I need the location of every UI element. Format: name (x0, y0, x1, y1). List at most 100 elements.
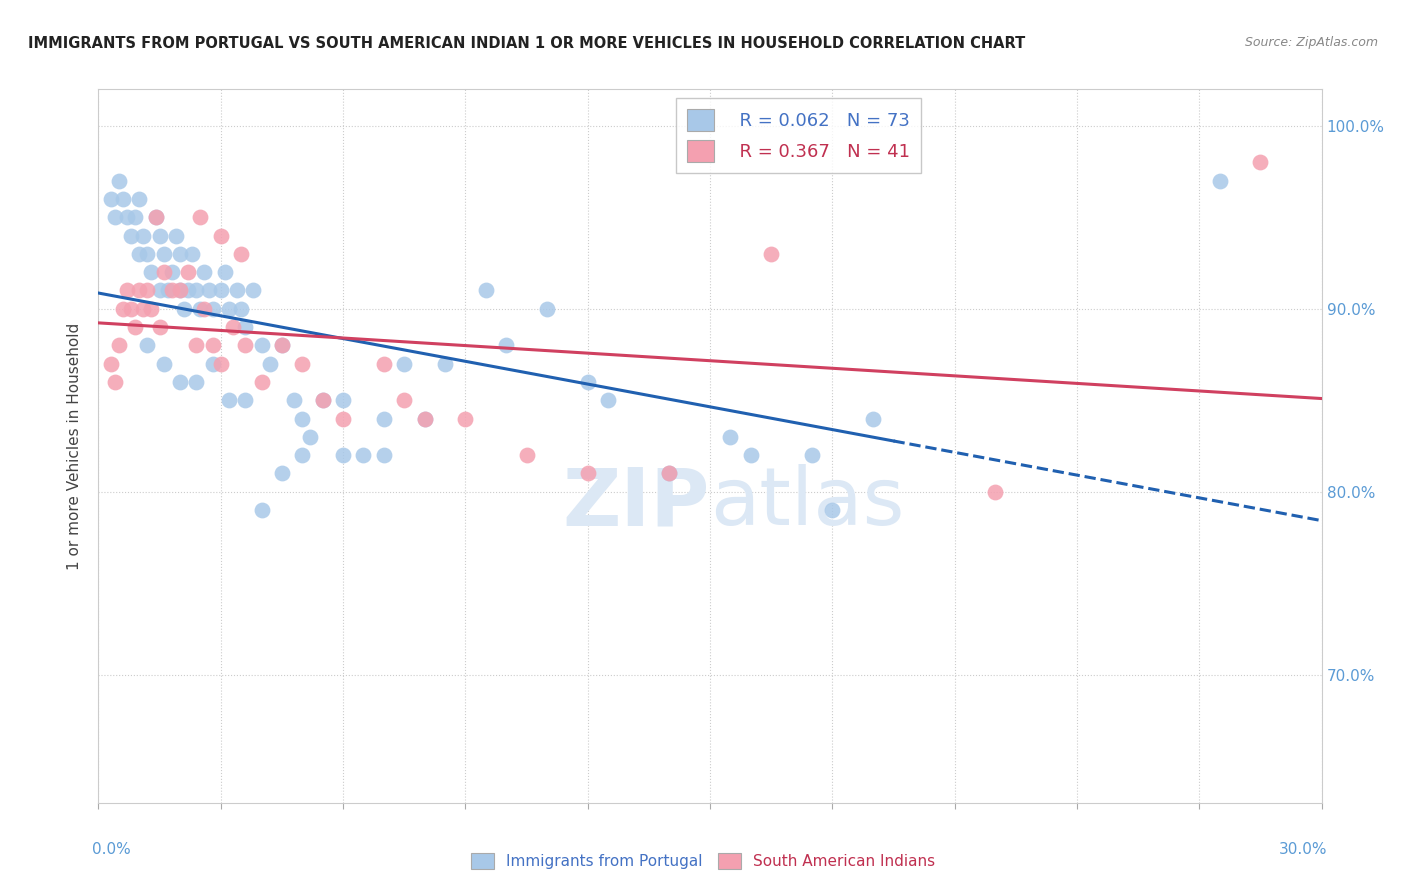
Point (1249, 155, 1271, 169)
Point (862, 411, 884, 425)
Point (156, 284, 179, 298)
Point (128, 247, 150, 261)
Point (984, 484, 1007, 499)
Legend:   R = 0.062   N = 73,   R = 0.367   N = 41: R = 0.062 N = 73, R = 0.367 N = 41 (676, 98, 921, 173)
Point (242, 284, 264, 298)
Point (226, 284, 249, 298)
Point (576, 467, 599, 481)
Text: 30.0%: 30.0% (1279, 842, 1327, 857)
Point (299, 430, 322, 444)
Point (111, 192, 134, 206)
Point (136, 284, 159, 298)
Point (231, 301, 253, 316)
Point (152, 265, 174, 279)
Point (233, 320, 256, 334)
Point (181, 247, 204, 261)
Point (201, 357, 224, 371)
Point (124, 320, 146, 334)
Point (160, 265, 183, 279)
Point (250, 375, 273, 389)
Point (270, 467, 294, 481)
Point (516, 448, 538, 462)
Point (188, 301, 212, 316)
Point (169, 284, 191, 298)
Point (186, 338, 208, 352)
Point (454, 411, 477, 425)
Point (104, 211, 127, 225)
Point (169, 375, 191, 389)
Point (209, 357, 232, 371)
Point (373, 357, 395, 371)
Point (169, 284, 191, 298)
Point (233, 393, 256, 408)
Point (658, 467, 681, 481)
Point (141, 265, 163, 279)
Point (188, 211, 212, 225)
Point (136, 247, 159, 261)
Point (177, 265, 200, 279)
Point (132, 301, 155, 316)
Point (115, 211, 138, 225)
Point (720, 430, 742, 444)
Point (270, 338, 294, 352)
Point (149, 320, 172, 334)
Point (145, 211, 167, 225)
Point (165, 228, 187, 243)
Point (160, 284, 183, 298)
Point (141, 301, 163, 316)
Point (352, 448, 374, 462)
Point (1208, 174, 1232, 188)
Text: IMMIGRANTS FROM PORTUGAL VS SOUTH AMERICAN INDIAN 1 OR MORE VEHICLES IN HOUSEHOL: IMMIGRANTS FROM PORTUGAL VS SOUTH AMERIC… (28, 36, 1025, 51)
Point (801, 448, 824, 462)
Point (576, 375, 599, 389)
Point (231, 247, 253, 261)
Point (128, 192, 150, 206)
Point (392, 357, 416, 371)
Point (413, 411, 436, 425)
Point (214, 265, 236, 279)
Point (373, 448, 395, 462)
Point (250, 338, 273, 352)
Point (201, 338, 224, 352)
Point (312, 393, 335, 408)
Legend: Immigrants from Portugal, South American Indians: Immigrants from Portugal, South American… (465, 847, 941, 875)
Text: atlas: atlas (710, 464, 904, 542)
Point (104, 375, 127, 389)
Point (193, 301, 215, 316)
Point (120, 228, 142, 243)
Point (149, 228, 172, 243)
Point (108, 338, 131, 352)
Point (332, 393, 354, 408)
Point (128, 284, 150, 298)
Point (145, 211, 167, 225)
Point (152, 357, 174, 371)
Point (209, 228, 232, 243)
Point (495, 338, 517, 352)
Point (218, 393, 240, 408)
Point (392, 393, 416, 408)
Point (186, 375, 208, 389)
Point (169, 247, 191, 261)
Point (108, 174, 131, 188)
Point (759, 247, 782, 261)
Point (821, 503, 844, 517)
Point (740, 448, 762, 462)
Point (270, 338, 294, 352)
Text: Source: ZipAtlas.com: Source: ZipAtlas.com (1244, 36, 1378, 49)
Point (332, 448, 354, 462)
Point (115, 284, 138, 298)
Y-axis label: 1 or more Vehicles in Household: 1 or more Vehicles in Household (67, 322, 83, 570)
Point (283, 393, 305, 408)
Point (218, 301, 240, 316)
Point (152, 247, 174, 261)
Point (120, 301, 142, 316)
Point (474, 284, 498, 298)
Point (149, 284, 172, 298)
Point (136, 338, 159, 352)
Point (132, 228, 155, 243)
Point (201, 301, 224, 316)
Point (259, 357, 281, 371)
Point (209, 284, 232, 298)
Point (536, 301, 558, 316)
Point (373, 411, 395, 425)
